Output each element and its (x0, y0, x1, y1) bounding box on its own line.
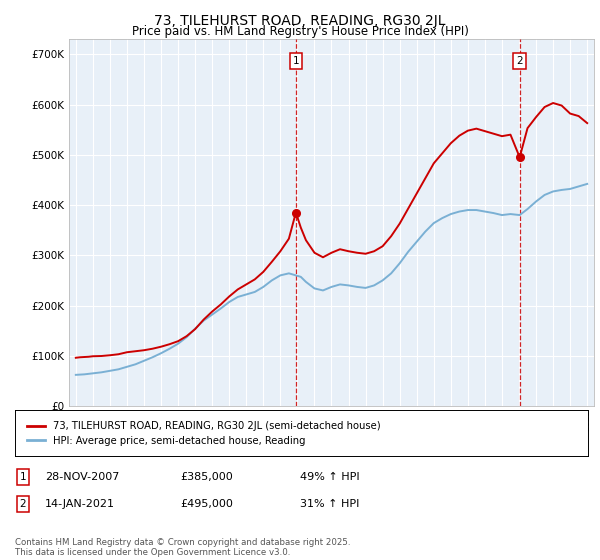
Text: 28-NOV-2007: 28-NOV-2007 (45, 472, 119, 482)
Text: 2: 2 (19, 499, 26, 509)
Text: 31% ↑ HPI: 31% ↑ HPI (300, 499, 359, 509)
Text: 49% ↑ HPI: 49% ↑ HPI (300, 472, 359, 482)
Text: Contains HM Land Registry data © Crown copyright and database right 2025.
This d: Contains HM Land Registry data © Crown c… (15, 538, 350, 557)
Legend: 73, TILEHURST ROAD, READING, RG30 2JL (semi-detached house), HPI: Average price,: 73, TILEHURST ROAD, READING, RG30 2JL (s… (23, 417, 385, 450)
Text: £495,000: £495,000 (180, 499, 233, 509)
Text: 1: 1 (293, 56, 299, 66)
Text: £385,000: £385,000 (180, 472, 233, 482)
Text: 14-JAN-2021: 14-JAN-2021 (45, 499, 115, 509)
Text: 73, TILEHURST ROAD, READING, RG30 2JL: 73, TILEHURST ROAD, READING, RG30 2JL (154, 14, 446, 28)
Text: Price paid vs. HM Land Registry's House Price Index (HPI): Price paid vs. HM Land Registry's House … (131, 25, 469, 38)
Text: 2: 2 (517, 56, 523, 66)
Text: 1: 1 (19, 472, 26, 482)
